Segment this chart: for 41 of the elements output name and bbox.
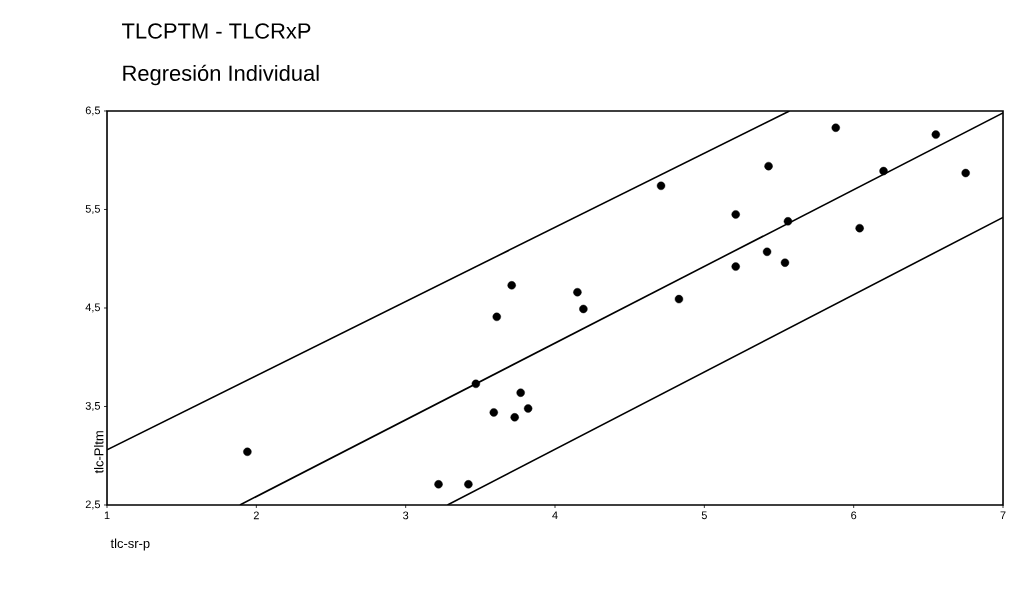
x-tick-label: 7: [1000, 511, 1006, 520]
point: [674, 294, 684, 304]
point: [879, 166, 888, 176]
point: [764, 161, 773, 171]
x-tick-label: 5: [701, 511, 707, 520]
point: [731, 262, 740, 271]
point: [464, 480, 473, 489]
point: [489, 408, 498, 417]
y-tick-label: 5,5: [85, 205, 101, 214]
y-tick-label: 6,5: [85, 106, 101, 116]
point: [523, 404, 533, 413]
point: [471, 379, 481, 389]
point: [731, 210, 740, 219]
y-tick-label: 2,5: [85, 500, 101, 510]
y-axis-title: tlc-Pltm: [93, 431, 104, 474]
point: [507, 281, 516, 290]
point: [831, 123, 840, 132]
point: [762, 247, 772, 257]
x-tick-label: 1: [104, 511, 110, 520]
chart-subtitle: Regresión Individual: [123, 64, 319, 86]
point: [783, 217, 793, 226]
point: [516, 388, 525, 397]
point: [579, 304, 588, 314]
point: [961, 168, 970, 178]
point: [243, 447, 252, 456]
point: [931, 130, 941, 139]
point: [855, 224, 864, 233]
point: [780, 258, 790, 267]
y-tick-label: 4,5: [85, 303, 101, 313]
x-tick-label: 2: [253, 511, 259, 520]
x-tick-label: 6: [851, 511, 857, 520]
x-tick-label: 4: [552, 511, 558, 520]
point: [510, 413, 519, 422]
chart-title: TLCPTM - TLCRxP: [122, 23, 311, 39]
point: [573, 288, 582, 297]
x-tick-label: 3: [403, 511, 409, 520]
point: [656, 181, 666, 191]
point: [434, 480, 443, 489]
point: [492, 312, 501, 322]
x-axis-title: tlc-sr-p: [110, 538, 150, 551]
y-tick-label: 3,5: [85, 401, 101, 412]
